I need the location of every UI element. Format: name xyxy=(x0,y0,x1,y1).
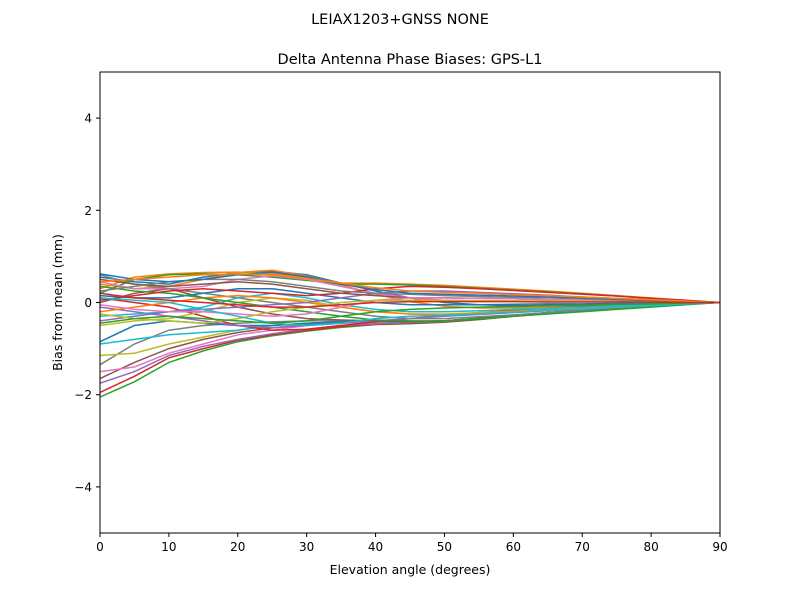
series-lines xyxy=(99,269,721,398)
chart-suptitle: LEIAX1203+GNSS NONE xyxy=(311,12,489,28)
series-line-27 xyxy=(99,297,721,318)
series-line-34 xyxy=(99,292,720,308)
x-tick-label: 20 xyxy=(230,540,245,554)
series-line-24 xyxy=(99,285,721,304)
y-tick-label: −4 xyxy=(74,480,92,494)
series-line-31 xyxy=(99,271,721,304)
x-tick-label: 80 xyxy=(643,540,658,554)
y-tick-label: 0 xyxy=(84,296,92,310)
y-axis-label: Bias from mean (mm) xyxy=(50,234,65,371)
x-tick-label: 30 xyxy=(299,540,314,554)
series-line-33 xyxy=(99,301,721,324)
x-tick-label: 50 xyxy=(437,540,452,554)
x-tick-label: 0 xyxy=(96,540,104,554)
y-tick-label: 2 xyxy=(84,204,92,218)
x-tick-label: 70 xyxy=(575,540,590,554)
series-line-30 xyxy=(99,297,721,327)
x-axis: 0 10 20 30 40 50 60 70 80 90 xyxy=(96,533,728,554)
series-line-32 xyxy=(99,273,721,304)
y-axis: −4 −2 0 2 4 xyxy=(74,112,100,494)
series-line-21 xyxy=(99,287,721,306)
x-tick-label: 60 xyxy=(506,540,521,554)
x-tick-label: 40 xyxy=(368,540,383,554)
chart-title: Delta Antenna Phase Biases: GPS-L1 xyxy=(278,52,543,68)
x-axis-label: Elevation angle (degrees) xyxy=(330,562,491,577)
x-tick-label: 90 xyxy=(712,540,727,554)
y-tick-label: 4 xyxy=(84,112,92,126)
y-tick-label: −2 xyxy=(74,388,92,402)
series-line-20 xyxy=(99,292,721,318)
series-line-23 xyxy=(99,285,721,322)
x-tick-label: 10 xyxy=(161,540,176,554)
